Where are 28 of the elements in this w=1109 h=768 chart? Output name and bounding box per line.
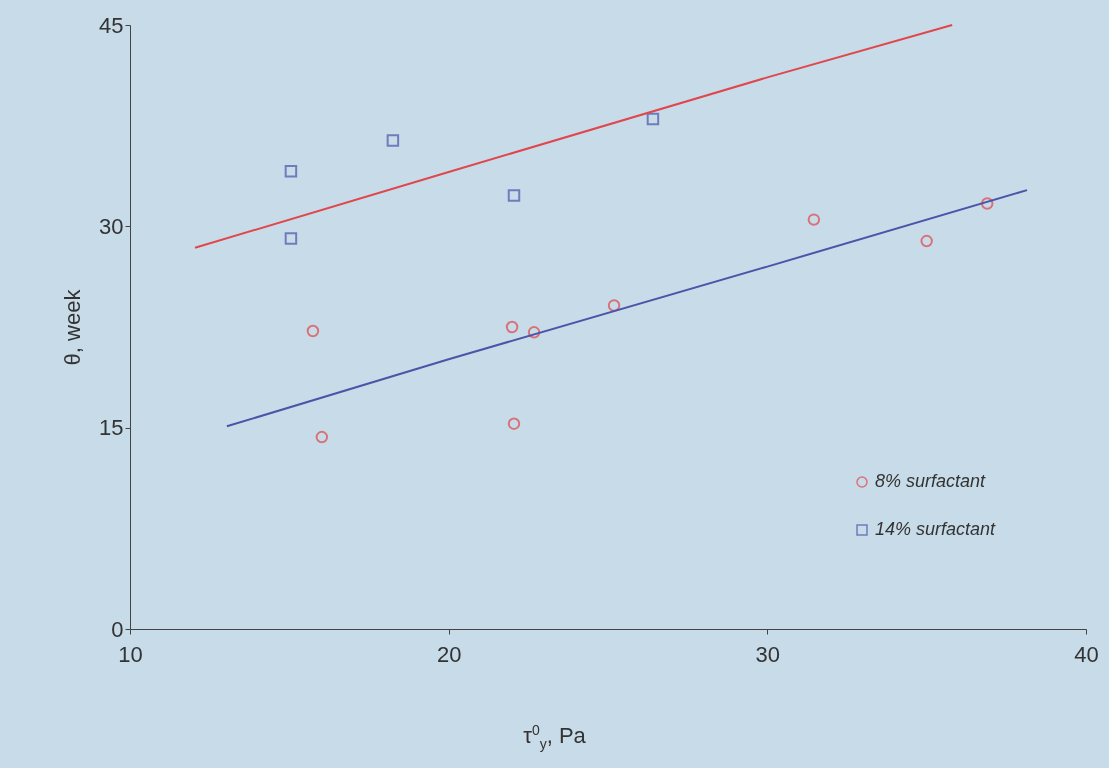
point: [980, 197, 994, 210]
point: [284, 165, 298, 178]
y-tick-label: 15: [99, 415, 124, 441]
point: [284, 232, 298, 245]
y-axis-title: θ, week: [60, 288, 86, 366]
x-tick-label: 10: [118, 641, 143, 667]
point: [507, 417, 521, 430]
y-tick-label: 45: [99, 12, 124, 38]
point: [807, 213, 821, 226]
y-tick-label: 0: [111, 616, 124, 642]
point: [507, 189, 521, 202]
point: [505, 320, 519, 334]
point: [646, 112, 660, 126]
point: [607, 299, 621, 312]
point: [920, 234, 933, 248]
line-series: [225, 189, 1029, 428]
x-axis-title: τ$^{0}$$_{y}$, Pa: [522, 722, 587, 752]
y-tick-label: 30: [99, 213, 124, 239]
legend-label: 14% surfactant: [875, 519, 997, 539]
x-tick-label: 20: [436, 641, 462, 667]
point: [315, 430, 329, 444]
point: [527, 326, 541, 339]
x-tick-label: 30: [755, 641, 781, 667]
point: [306, 324, 320, 338]
legend-label: 8% surfactant: [875, 471, 987, 491]
point: [386, 134, 400, 147]
x-tick-label: 40: [1074, 641, 1099, 667]
line-series: [194, 24, 954, 249]
